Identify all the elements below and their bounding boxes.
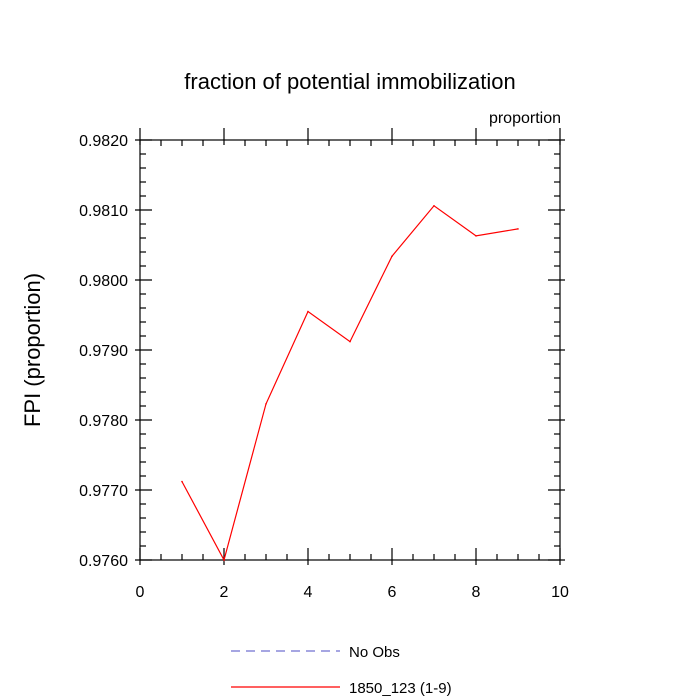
data-point xyxy=(391,255,393,257)
y-tick-label: 0.9820 xyxy=(79,133,128,150)
data-point xyxy=(307,310,309,313)
x-tick-label: 4 xyxy=(304,584,313,601)
y-tick-label: 0.9810 xyxy=(79,203,128,220)
data-point xyxy=(433,205,435,207)
data-point xyxy=(517,228,519,230)
y-tick-label: 0.9790 xyxy=(79,343,128,360)
series-layer xyxy=(181,204,519,562)
y-tick-label: 0.9780 xyxy=(79,413,128,430)
legend-label: 1850_123 (1-9) xyxy=(349,680,452,697)
axis-ticks xyxy=(135,128,565,565)
units-label: proportion xyxy=(489,110,561,127)
data-point xyxy=(181,480,183,483)
y-tick-label: 0.9770 xyxy=(79,483,128,500)
data-point xyxy=(349,340,351,343)
x-tick-label: 2 xyxy=(220,584,229,601)
x-tick-label: 10 xyxy=(551,584,569,601)
x-tick-label: 8 xyxy=(472,584,481,601)
legend-label: No Obs xyxy=(349,644,400,661)
tick-labels: 0 2 4 6 8 10 0.9760 0.9770 0.9780 0.9790 0.9800 0.9… xyxy=(79,133,569,601)
x-tick-label: 6 xyxy=(388,584,397,601)
plot-frame xyxy=(139,139,561,561)
y-axis-title: FPI (proportion) xyxy=(20,273,45,427)
y-tick-label: 0.9800 xyxy=(79,273,128,290)
data-point xyxy=(265,403,267,405)
y-tick-label: 0.9760 xyxy=(79,553,128,570)
series-line xyxy=(181,204,519,562)
x-tick-label: 0 xyxy=(136,584,145,601)
data-point xyxy=(475,235,477,237)
legend: No Obs 1850_123 (1-9) xyxy=(231,644,452,697)
data-point xyxy=(223,559,225,561)
chart-title: fraction of potential immobilization xyxy=(184,69,515,94)
